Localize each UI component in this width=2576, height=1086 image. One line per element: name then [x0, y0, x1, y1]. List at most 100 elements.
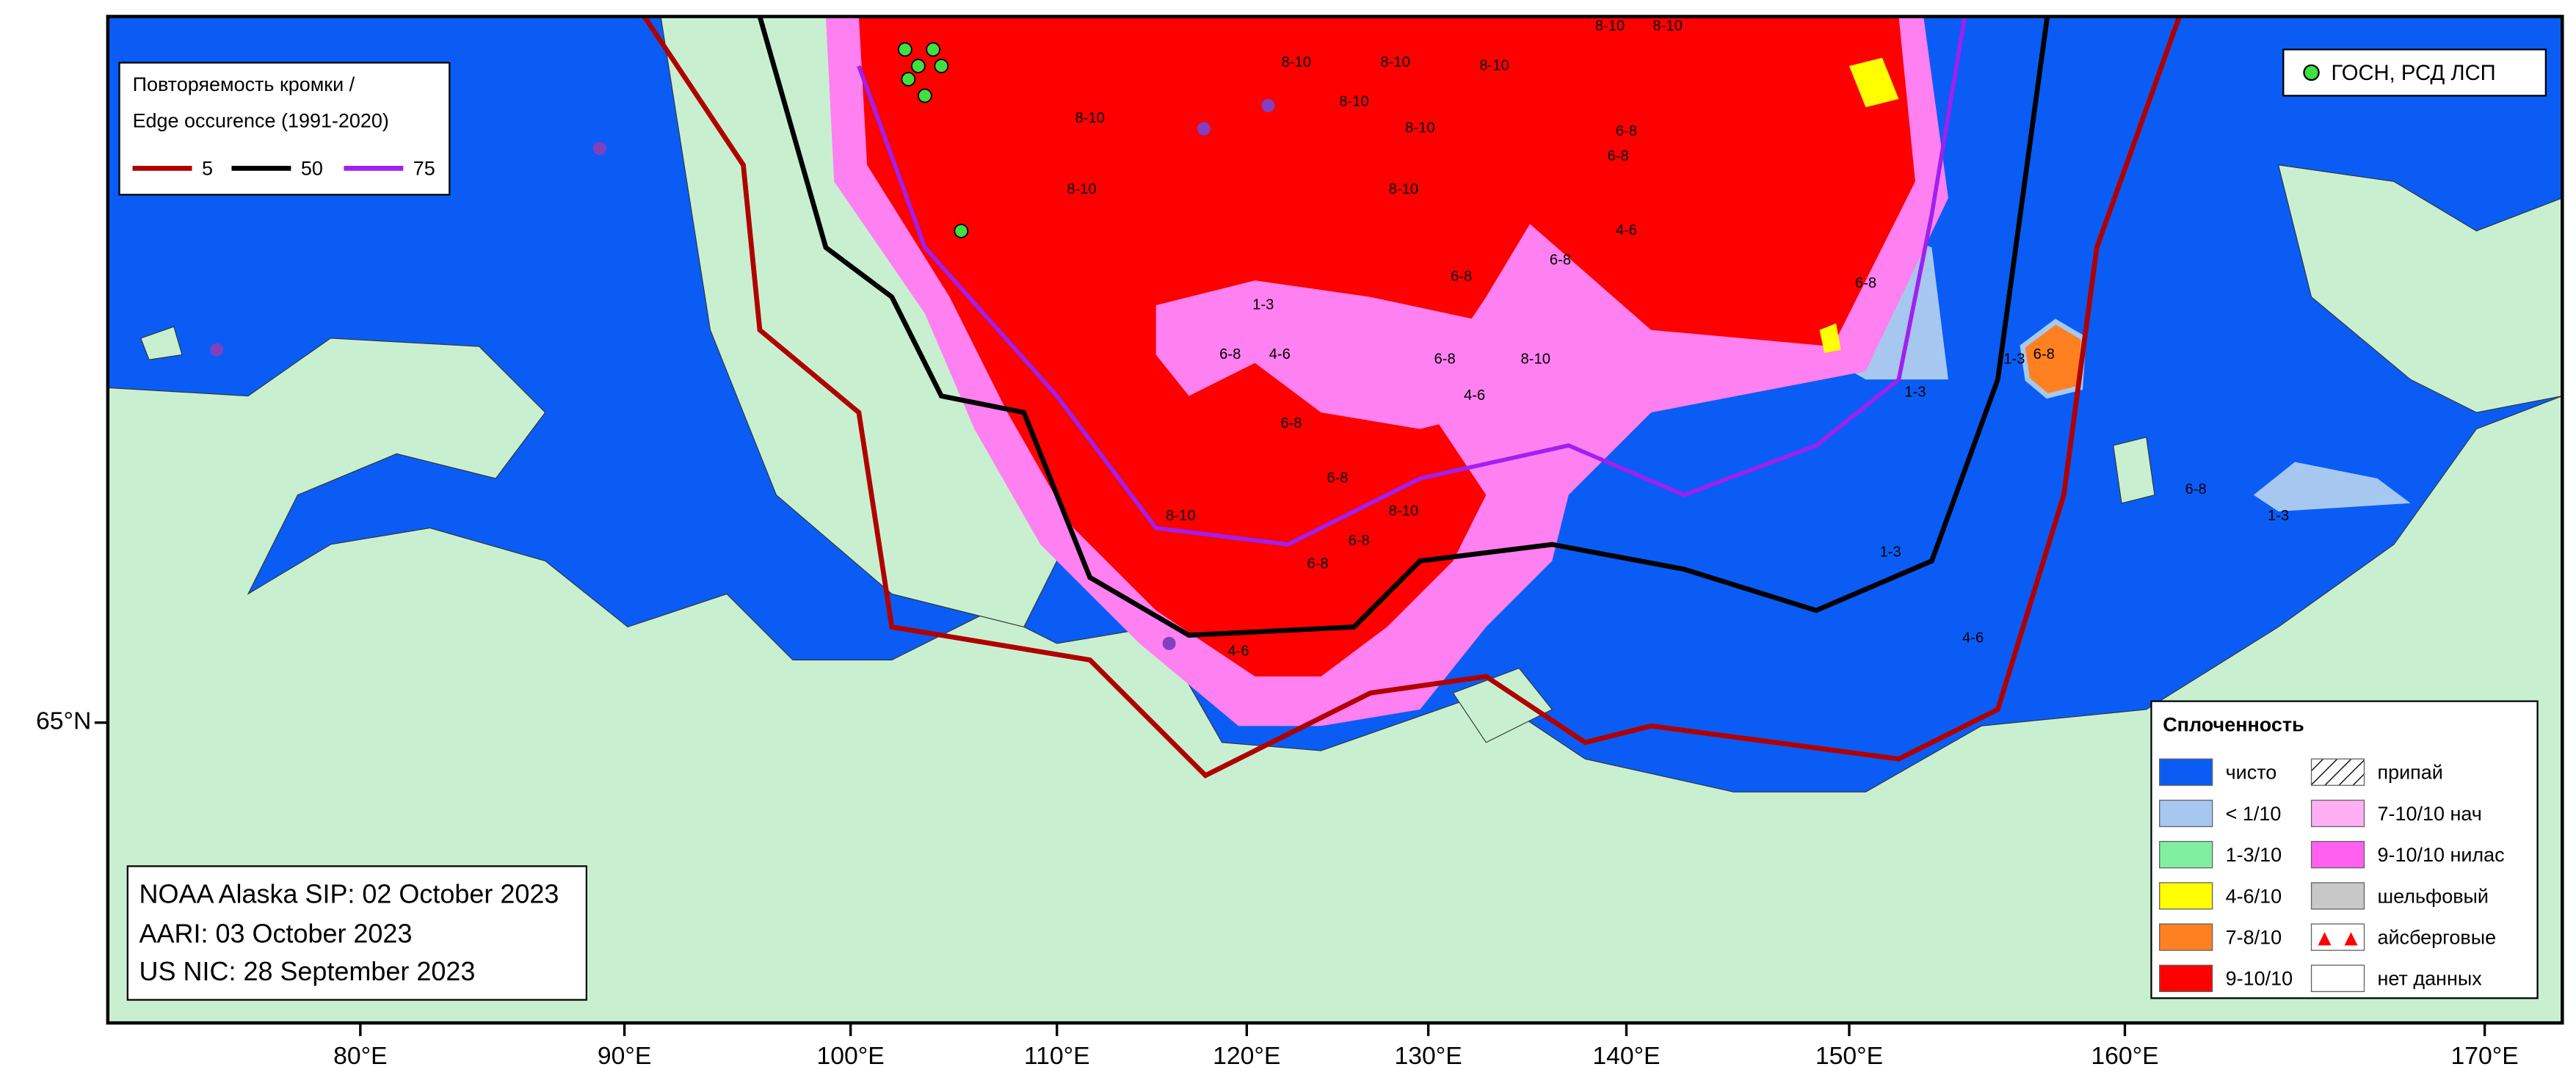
legend-label: айсберговые — [2377, 927, 2496, 949]
station — [897, 42, 913, 57]
ice-label: 8-10 — [1389, 503, 1418, 519]
legend-title: Сплоченность — [2163, 713, 2304, 735]
station — [917, 88, 932, 103]
ice-label: 4-6 — [1962, 630, 1984, 646]
legend-label: 9-10/10 — [2226, 968, 2293, 990]
lon-label: 170°E — [2451, 1042, 2519, 1070]
concentration-legend: Сплоченность чисто припай < 1/10 7-10/10 на… — [2150, 700, 2539, 999]
sources-box: NOAA Alaska SIP: 02 October 2023 AARI: 0… — [126, 865, 588, 1001]
lon-label: 100°E — [817, 1042, 885, 1070]
legend-label: 7-10/10 нач — [2377, 803, 2481, 825]
legend-swatch — [2310, 923, 2365, 951]
buoy — [592, 142, 606, 156]
ice-label: 4-6 — [1269, 346, 1291, 362]
ice-label: 4-6 — [1464, 387, 1485, 404]
station — [910, 59, 926, 73]
lon-label: 140°E — [1592, 1042, 1660, 1070]
station — [901, 72, 916, 87]
lon-label: 160°E — [2091, 1042, 2158, 1070]
lon-label: 110°E — [1024, 1042, 1090, 1070]
ice-label: 6-8 — [1349, 533, 1370, 549]
ice-label: 6-8 — [1855, 275, 1876, 291]
ice-label: 6-8 — [1434, 351, 1455, 368]
lon-label: 80°E — [333, 1042, 387, 1070]
legend-symbol — [2318, 932, 2358, 946]
ice-label: 8-10 — [1405, 120, 1434, 136]
ice-label: 6-8 — [1280, 415, 1302, 431]
legend-label: нет данных — [2377, 968, 2482, 990]
ice-label: 6-8 — [1307, 555, 1328, 572]
ice-label: 8-10 — [1479, 57, 1509, 73]
stations-legend: ГОСН, РСД ЛСП — [2282, 48, 2547, 97]
ice-label: 1-3 — [1904, 384, 1926, 400]
edge-legend: Повторяемость кромки / Edge occurence (1… — [118, 62, 451, 196]
legend-items: чисто припай < 1/10 7-10/10 нач 1-3/10 9-10/1… — [2159, 758, 2505, 993]
ice-label: 8-10 — [1339, 94, 1368, 110]
ice-label: 8-10 — [1521, 351, 1550, 368]
lon-label: 120°E — [1213, 1042, 1280, 1070]
lon-label: 90°E — [598, 1042, 651, 1070]
lon-label: 150°E — [1815, 1042, 1883, 1070]
legend-symbol — [2303, 64, 2320, 81]
ice-label: 1-3 — [1252, 296, 1274, 313]
ice-label: 6-8 — [1616, 123, 1637, 139]
ice-label: 1-3 — [2268, 508, 2289, 524]
ice-label: 4-6 — [1616, 222, 1637, 238]
map-frame — [106, 15, 2564, 1025]
legend-label: 75 — [413, 158, 435, 180]
legend-label: 50 — [301, 158, 323, 180]
legend-swatch — [2159, 841, 2213, 869]
ice-label: 8-10 — [1389, 181, 1418, 197]
legend-label: 5 — [202, 158, 213, 180]
axes: 80°E 90°E 100°E 110°E 120°E 130°E 140°E 150°E 16… — [36, 707, 2519, 1070]
station — [954, 223, 969, 238]
lat-label: 65°N — [36, 707, 91, 735]
ice-label: 8-10 — [1282, 54, 1311, 70]
legend-box — [2282, 48, 2547, 97]
legend-swatch — [2310, 964, 2365, 993]
land — [2277, 164, 2563, 413]
legend-label: шельфовый — [2377, 885, 2489, 907]
legend-swatch — [2159, 923, 2213, 951]
edge-line-75 — [857, 16, 1967, 547]
legend-label: 7-8/10 — [2226, 927, 2282, 949]
buoys — [210, 98, 1275, 650]
legend-title: Edge occurence (1991-2020) — [133, 110, 389, 132]
legend-label: 4-6/10 — [2226, 885, 2282, 907]
ice-label: 6-8 — [2185, 481, 2207, 498]
legend-label: 1-3/10 — [2226, 844, 2282, 866]
ice-yellow — [1819, 57, 1899, 354]
ice-label: 1-3 — [2003, 351, 2025, 368]
station — [934, 59, 949, 73]
legend-swatch — [2159, 882, 2213, 910]
legend-label: ГОСН, РСД ЛСП — [2332, 62, 2496, 85]
land — [140, 326, 2155, 743]
map-area: 8-10 8-10 8-10 8-10 8-10 8-10 8-10 8-10 6-8 6-8 4-… — [107, 16, 2563, 1024]
ice-label: 8-10 — [1075, 110, 1104, 126]
ice-label: 6-8 — [1219, 346, 1241, 362]
buoy — [1261, 98, 1275, 112]
legend-swatch — [2310, 758, 2365, 786]
legend-swatch — [2159, 758, 2213, 786]
ice-label: 6-8 — [1327, 470, 1348, 486]
ice-pink — [1155, 280, 1652, 429]
source-text: US NIC: 28 September 2023 — [139, 956, 476, 986]
lon-label: 130°E — [1395, 1042, 1462, 1070]
legend-items: 5 50 75 — [132, 158, 435, 180]
legend-swatch — [2159, 799, 2213, 828]
ice-labels: 8-10 8-10 8-10 8-10 8-10 8-10 8-10 8-10 6-8 6-8 4-… — [1067, 18, 2289, 659]
buoy — [1197, 122, 1211, 136]
legend-label: чисто — [2226, 762, 2277, 784]
source-text: AARI: 03 October 2023 — [139, 918, 413, 948]
legend-label: < 1/10 — [2226, 803, 2282, 825]
ice-label: 6-8 — [2033, 346, 2055, 362]
ice-label: 1-3 — [1880, 544, 1901, 561]
ice-label: 8-10 — [1380, 54, 1409, 70]
station — [926, 42, 940, 57]
edge-line-50 — [757, 16, 2050, 638]
legend-swatch — [2310, 882, 2365, 910]
legend-label: припай — [2377, 762, 2442, 784]
buoy — [1162, 636, 1176, 650]
